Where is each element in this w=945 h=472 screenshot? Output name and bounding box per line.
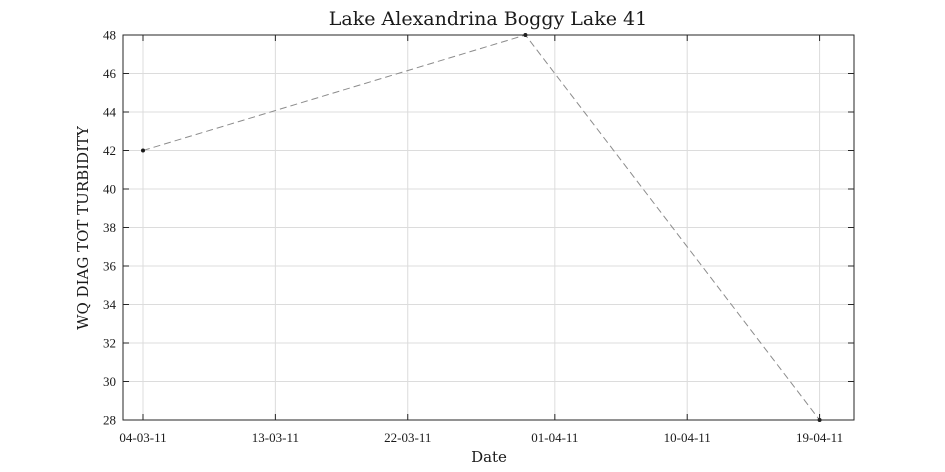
y-tick-label: 36 [103, 259, 117, 274]
y-tick-label: 44 [103, 105, 117, 120]
y-tick-label: 28 [103, 413, 116, 428]
x-tick-label: 22-03-11 [384, 430, 431, 445]
y-axis-label: WQ DIAG TOT TURBIDITY [74, 125, 92, 330]
data-point [141, 148, 145, 153]
y-tick-label: 40 [103, 182, 116, 197]
y-tick-label: 48 [103, 28, 116, 43]
chart-title: Lake Alexandrina Boggy Lake 41 [329, 8, 647, 30]
x-axis-label: Date [471, 448, 507, 466]
y-tick-label: 42 [103, 143, 116, 158]
y-tick-label: 46 [103, 66, 117, 81]
y-tick-label: 38 [103, 220, 116, 235]
axis-ticks: 28 30 32 34 36 38 40 42 44 46 48 04-03-11 13-03-11 22… [103, 28, 854, 445]
x-tick-label: 04-03-11 [119, 430, 166, 445]
x-tick-label: 13-03-11 [252, 430, 299, 445]
grid-lines [123, 34, 854, 421]
y-tick-label: 34 [103, 297, 117, 312]
y-tick-label: 30 [103, 374, 116, 389]
x-tick-label: 19-04-11 [796, 430, 843, 445]
y-tick-label: 32 [103, 336, 116, 351]
x-tick-label: 10-04-11 [664, 430, 711, 445]
x-tick-label: 01-04-11 [531, 430, 578, 445]
